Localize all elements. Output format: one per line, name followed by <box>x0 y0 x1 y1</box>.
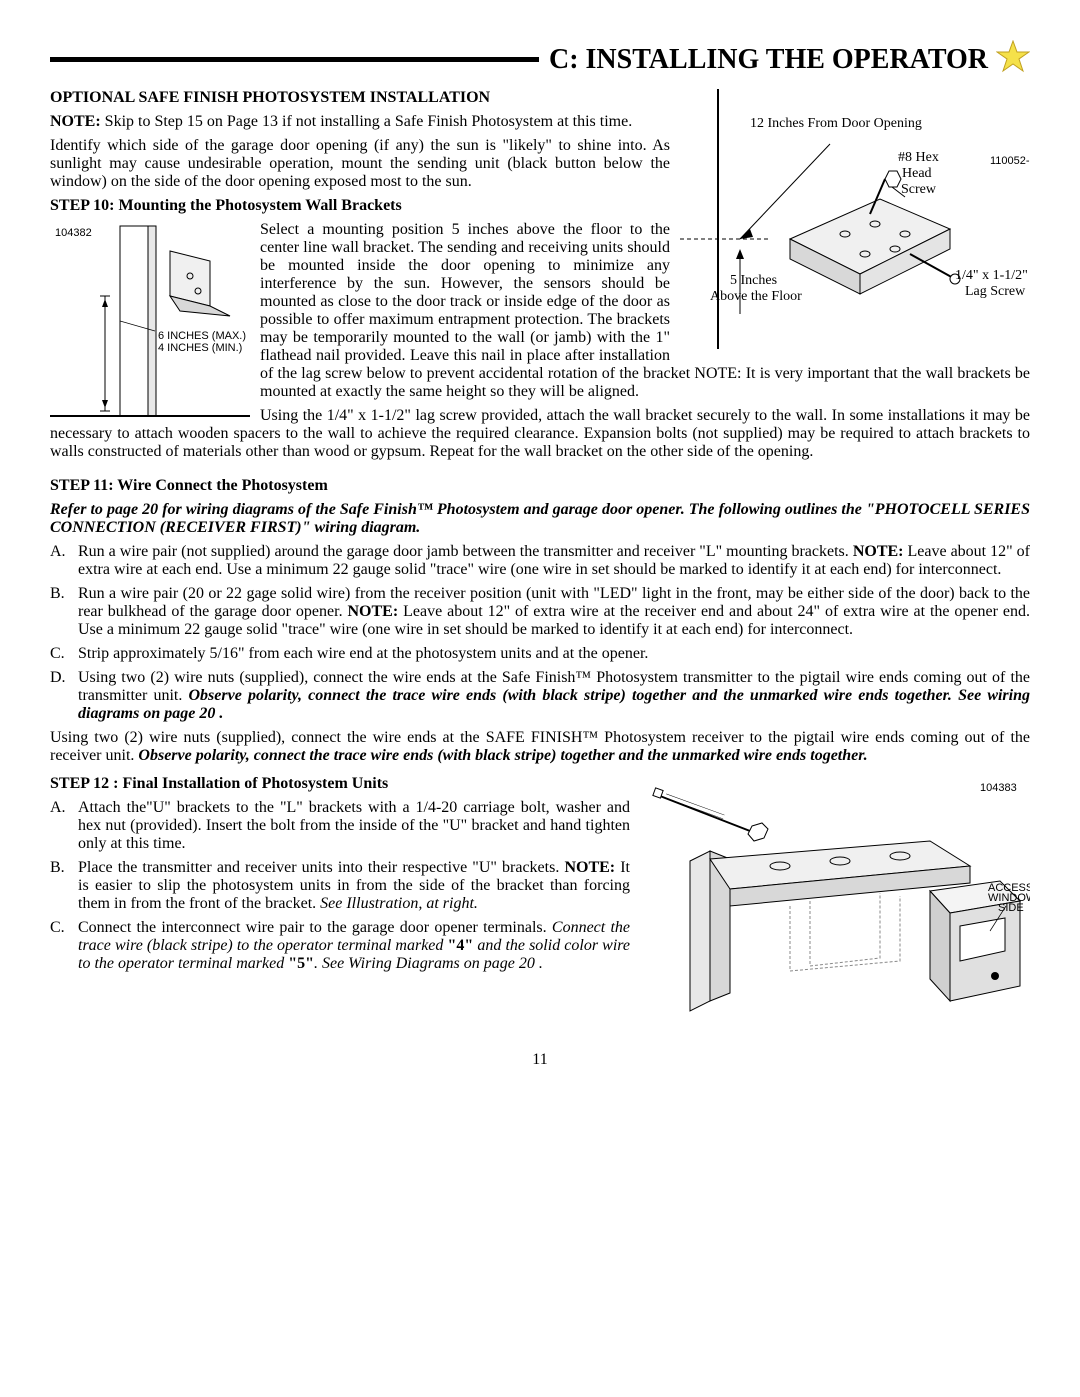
list-item: A. Run a wire pair (not supplied) around… <box>50 543 1030 579</box>
step11-p3: Using two (2) wire nuts (supplied), conn… <box>50 729 1030 765</box>
list-text: Connect the interconnect wire pair to th… <box>78 919 630 973</box>
fig2-label-max: 6 INCHES (MAX.) <box>158 330 246 342</box>
step12-c-b1: "4" <box>448 937 474 954</box>
fig1-label-12in: 12 Inches From Door Opening <box>750 116 922 131</box>
figure-wall-section: 104382 6 INCHES (MAX.) 4 INCHES (MIN.) <box>50 221 250 421</box>
fig1-label-hex: #8 Hex Head Screw <box>898 150 942 197</box>
step10-title: STEP 10: Mounting the Photosystem Wall B… <box>50 197 402 214</box>
figure-bracket-mount: 12 Inches From Door Opening <box>680 89 1030 349</box>
list-text: Using two (2) wire nuts (supplied), conn… <box>78 669 1030 723</box>
step12-c-pre: Connect the interconnect wire pair to th… <box>78 919 552 936</box>
step11-a-pre: Run a wire pair (not supplied) around th… <box>78 543 853 560</box>
note-text: Skip to Step 15 on Page 13 if not instal… <box>101 113 633 130</box>
step11-a-note: NOTE: <box>853 543 904 560</box>
step11-intro: Refer to page 20 for wiring diagrams of … <box>50 501 1030 537</box>
list-item: C. Connect the interconnect wire pair to… <box>50 919 630 973</box>
step12-b-note: NOTE: <box>564 859 615 876</box>
list-item: D. Using two (2) wire nuts (supplied), c… <box>50 669 1030 723</box>
list-text: Run a wire pair (20 or 22 gage solid wir… <box>78 585 1030 639</box>
fig2-id: 104382 <box>55 227 92 239</box>
step11-d-bold: Observe polarity, connect the trace wire… <box>78 687 1030 722</box>
list-item: C. Strip approximately 5/16" from each w… <box>50 645 1030 663</box>
step11-list: A. Run a wire pair (not supplied) around… <box>50 543 1030 723</box>
list-text: Run a wire pair (not supplied) around th… <box>78 543 1030 579</box>
list-item: A. Attach the"U" brackets to the "L" bra… <box>50 799 630 853</box>
fig1-label-5in: 5 Inches Above the Floor <box>710 273 802 304</box>
header-line: C: INSTALLING THE OPERATOR <box>50 40 1030 79</box>
star-icon <box>996 40 1030 79</box>
list-text: Attach the"U" brackets to the "L" bracke… <box>78 799 630 853</box>
step12-b-pre: Place the transmitter and receiver units… <box>78 859 564 876</box>
list-item: B. Run a wire pair (20 or 22 gage solid … <box>50 585 1030 639</box>
list-letter: A. <box>50 799 78 853</box>
list-letter: C. <box>50 919 78 973</box>
header-bar <box>50 57 539 62</box>
step11-b-note: NOTE: <box>348 603 399 620</box>
list-letter: D. <box>50 669 78 723</box>
list-letter: B. <box>50 585 78 639</box>
list-letter: C. <box>50 645 78 663</box>
page-number: 11 <box>50 1051 1030 1069</box>
fig1-id: 110052-1 <box>990 155 1030 167</box>
list-letter: B. <box>50 859 78 913</box>
step12-b-ital: See Illustration, at right. <box>320 895 478 912</box>
fig3-id: 104383 <box>980 782 1017 794</box>
fig2-label-min: 4 INCHES (MIN.) <box>158 342 242 354</box>
page-title: C: INSTALLING THE OPERATOR <box>549 44 988 76</box>
step11-title: STEP 11: Wire Connect the Photosystem <box>50 477 1030 495</box>
step12-c-i3: . See Wiring Diagrams on page 20 . <box>314 955 543 972</box>
list-text: Place the transmitter and receiver units… <box>78 859 630 913</box>
fig1-label-lag: 1/4" x 1-1/2" Lag Screw <box>955 268 1030 299</box>
list-item: B. Place the transmitter and receiver un… <box>50 859 630 913</box>
note-label: NOTE: <box>50 113 101 130</box>
figure-final-install: 104383 <box>640 771 1030 1021</box>
step12-c-b2: "5" <box>288 955 314 972</box>
list-letter: A. <box>50 543 78 579</box>
list-text: Strip approximately 5/16" from each wire… <box>78 645 1030 663</box>
step11-p3-bold: Observe polarity, connect the trace wire… <box>138 747 867 764</box>
